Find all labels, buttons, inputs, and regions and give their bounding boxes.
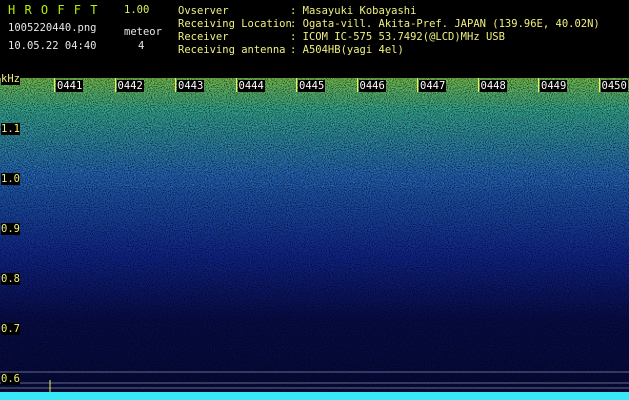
time-tick <box>235 78 237 92</box>
time-tick <box>538 78 539 92</box>
time-tick <box>114 78 116 92</box>
station-value: : Ogata-vill. Akita-Pref. JAPAN (139.96E… <box>290 18 600 30</box>
time-tick <box>417 78 418 92</box>
time-tick <box>598 78 600 92</box>
frequency-label: 1.1 <box>1 123 20 135</box>
app-name: H R O F F T <box>8 3 99 17</box>
time-label: 0447 <box>419 80 447 92</box>
frequency-label: 0.8 <box>1 273 20 285</box>
time-tick <box>54 78 55 92</box>
frequency-label: 0.9 <box>1 223 20 235</box>
time-label: 0442 <box>116 80 144 92</box>
time-label: 0448 <box>479 80 507 92</box>
station-value: : ICOM IC-575 53.7492(@LCD)MHz USB <box>290 31 505 43</box>
time-tick <box>356 78 358 92</box>
version: 1.00 <box>124 4 150 16</box>
frequency-unit: kHz <box>1 73 20 85</box>
time-label: 0443 <box>177 80 205 92</box>
station-value: : Masayuki Kobayashi <box>290 5 417 17</box>
station-label: Receiving Location <box>178 18 292 30</box>
time-tick <box>477 78 479 92</box>
station-label: Ovserver <box>178 5 229 17</box>
station-label: Receiving antenna <box>178 44 286 56</box>
time-tick <box>296 78 297 92</box>
time-label: 0449 <box>540 80 568 92</box>
spectrogram <box>0 78 629 400</box>
counter-label: meteor <box>124 26 162 38</box>
noise-highlights <box>0 78 629 188</box>
time-label: 0445 <box>298 80 326 92</box>
file-name: 1005220440.png <box>8 22 97 34</box>
counter-value: 4 <box>138 40 145 52</box>
frequency-label: 0.6 <box>1 373 20 385</box>
timestamp: 10.05.22 04:40 <box>8 40 97 52</box>
time-label: 0450 <box>600 80 628 92</box>
time-tick <box>175 78 176 92</box>
station-label: Receiver <box>178 31 229 43</box>
time-label: 0444 <box>237 80 265 92</box>
time-label: 0446 <box>358 80 386 92</box>
station-value: : A504HB(yagi 4el) <box>290 44 404 56</box>
carrier-band <box>0 392 629 400</box>
time-label: 0441 <box>56 80 84 92</box>
frequency-label: 1.0 <box>1 173 20 185</box>
frequency-label: 0.7 <box>1 323 20 335</box>
